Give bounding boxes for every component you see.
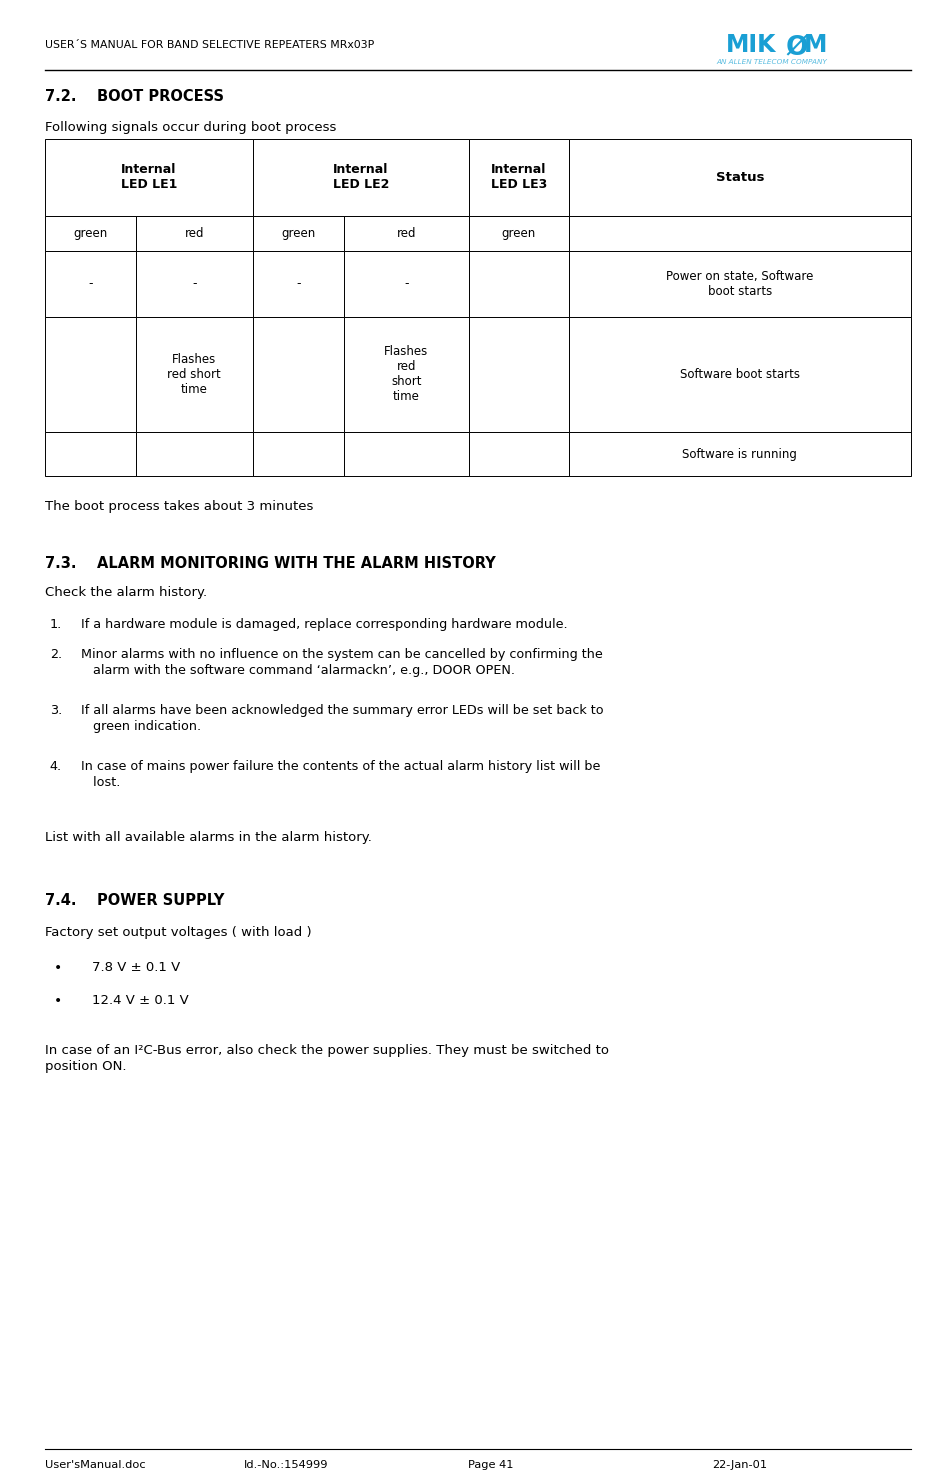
Bar: [45, 432, 136, 476]
Bar: [136, 317, 253, 432]
Text: Software boot starts: Software boot starts: [679, 368, 799, 380]
Text: List with all available alarms in the alarm history.: List with all available alarms in the al…: [45, 831, 372, 845]
Text: 7.8 V ± 0.1 V: 7.8 V ± 0.1 V: [92, 961, 180, 975]
Text: USER´S MANUAL FOR BAND SELECTIVE REPEATERS MRx03P: USER´S MANUAL FOR BAND SELECTIVE REPEATE…: [45, 40, 373, 50]
Bar: [45, 139, 253, 216]
Bar: [344, 251, 469, 317]
Text: -: -: [192, 278, 197, 290]
Bar: [253, 251, 344, 317]
Text: Software is running: Software is running: [681, 448, 797, 460]
Bar: [344, 432, 469, 476]
Text: green: green: [281, 228, 315, 240]
Text: MIK: MIK: [725, 33, 776, 56]
Bar: [136, 251, 253, 317]
Bar: [469, 317, 568, 432]
Bar: [469, 139, 568, 216]
Text: User'sManual.doc: User'sManual.doc: [45, 1460, 145, 1470]
Bar: [469, 216, 568, 251]
Text: •: •: [54, 994, 63, 1007]
Text: 1.: 1.: [50, 618, 62, 632]
Text: Power on state, Software
boot starts: Power on state, Software boot starts: [665, 271, 812, 297]
Text: -: -: [403, 278, 408, 290]
Text: Internal
LED LE1: Internal LED LE1: [121, 164, 177, 191]
Text: Ø: Ø: [784, 35, 807, 62]
Bar: [568, 216, 910, 251]
Text: AN ALLEN TELECOM COMPANY: AN ALLEN TELECOM COMPANY: [716, 59, 826, 65]
Text: 22-Jan-01: 22-Jan-01: [711, 1460, 767, 1470]
Text: In case of an I²C-Bus error, also check the power supplies. They must be switche: In case of an I²C-Bus error, also check …: [45, 1044, 608, 1074]
Text: Flashes
red short
time: Flashes red short time: [168, 352, 221, 396]
Text: If all alarms have been acknowledged the summary error LEDs will be set back to
: If all alarms have been acknowledged the…: [80, 704, 603, 734]
Bar: [568, 139, 910, 216]
Bar: [45, 216, 136, 251]
Bar: [344, 317, 469, 432]
Bar: [253, 317, 344, 432]
Text: 4.: 4.: [50, 760, 62, 774]
Text: -: -: [296, 278, 300, 290]
Text: 7.2.    BOOT PROCESS: 7.2. BOOT PROCESS: [45, 89, 224, 104]
Text: Internal
LED LE2: Internal LED LE2: [332, 164, 388, 191]
Text: M: M: [803, 33, 826, 56]
Text: Factory set output voltages ( with load ): Factory set output voltages ( with load …: [45, 926, 312, 939]
Text: green: green: [502, 228, 535, 240]
Text: 3.: 3.: [50, 704, 62, 717]
Bar: [469, 251, 568, 317]
Text: Id.-No.:154999: Id.-No.:154999: [243, 1460, 328, 1470]
Text: 7.3.    ALARM MONITORING WITH THE ALARM HISTORY: 7.3. ALARM MONITORING WITH THE ALARM HIS…: [45, 556, 495, 571]
Bar: [568, 251, 910, 317]
Text: Status: Status: [715, 172, 763, 183]
Bar: [344, 216, 469, 251]
Text: Page 41: Page 41: [468, 1460, 514, 1470]
Text: Internal
LED LE3: Internal LED LE3: [490, 164, 547, 191]
Text: 12.4 V ± 0.1 V: 12.4 V ± 0.1 V: [92, 994, 188, 1007]
Text: green: green: [73, 228, 108, 240]
Text: 2.: 2.: [50, 648, 62, 661]
Text: Flashes
red
short
time: Flashes red short time: [384, 345, 428, 404]
Bar: [136, 432, 253, 476]
Bar: [136, 216, 253, 251]
Text: In case of mains power failure the contents of the actual alarm history list wil: In case of mains power failure the conte…: [80, 760, 599, 790]
Text: red: red: [396, 228, 416, 240]
Text: The boot process takes about 3 minutes: The boot process takes about 3 minutes: [45, 500, 313, 513]
Text: red: red: [184, 228, 204, 240]
Bar: [469, 432, 568, 476]
Bar: [45, 317, 136, 432]
Bar: [253, 432, 344, 476]
Text: If a hardware module is damaged, replace corresponding hardware module.: If a hardware module is damaged, replace…: [80, 618, 566, 632]
Text: Minor alarms with no influence on the system can be cancelled by confirming the
: Minor alarms with no influence on the sy…: [80, 648, 602, 677]
Bar: [253, 139, 469, 216]
Bar: [568, 317, 910, 432]
Text: Following signals occur during boot process: Following signals occur during boot proc…: [45, 121, 336, 135]
Text: 7.4.    POWER SUPPLY: 7.4. POWER SUPPLY: [45, 893, 224, 908]
Text: -: -: [88, 278, 93, 290]
Bar: [253, 216, 344, 251]
Bar: [568, 432, 910, 476]
Text: •: •: [54, 961, 63, 975]
Text: Check the alarm history.: Check the alarm history.: [45, 586, 207, 599]
Bar: [45, 251, 136, 317]
